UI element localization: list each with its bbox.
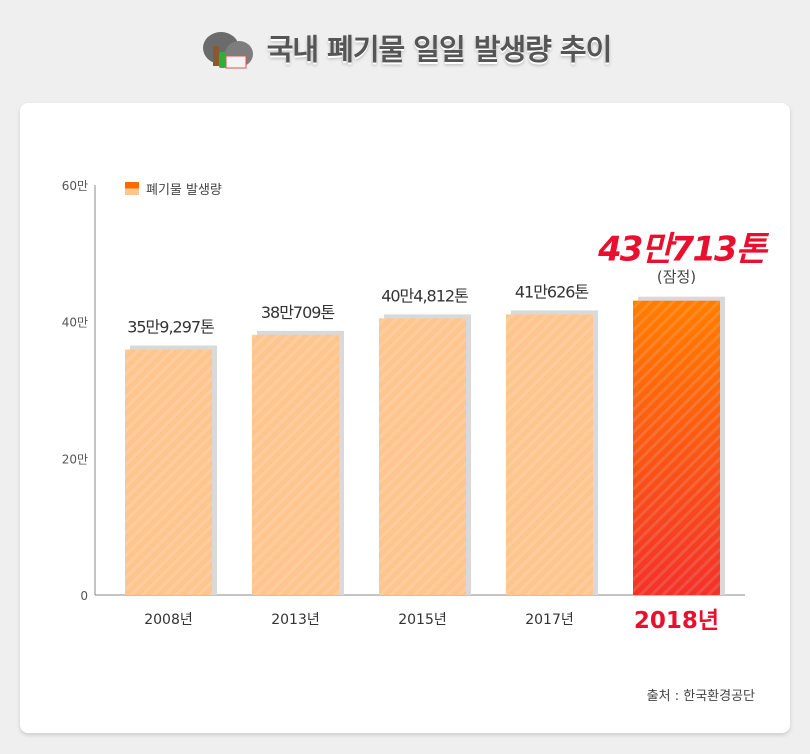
x-tick-label: 2018년 xyxy=(634,608,719,634)
bar-stripes xyxy=(379,318,466,595)
y-tick-label: 60만 xyxy=(62,179,88,193)
data-label: 35만9,297톤 xyxy=(127,317,214,336)
source-text: 출처 : 한국환경공단 xyxy=(646,689,755,704)
data-label: 40만4,812톤 xyxy=(381,286,468,305)
title-text: 국내 폐기물 일일 발생량 추이 xyxy=(266,32,613,67)
y-tick-label: 20만 xyxy=(62,452,88,466)
trash-bag-icon xyxy=(199,26,257,77)
x-tick-label: 2008년 xyxy=(144,612,193,628)
bar-stripes xyxy=(506,314,593,595)
x-tick-label: 2015년 xyxy=(398,612,447,628)
data-label: 38만709톤 xyxy=(261,303,335,322)
data-label: 43만713톤 xyxy=(597,230,770,270)
legend-label: 폐기물 발생량 xyxy=(146,183,222,198)
page-title: 국내 폐기물 일일 발생량 추이 xyxy=(0,26,810,77)
x-tick-label: 2013년 xyxy=(271,612,320,628)
legend-swatch xyxy=(125,182,139,195)
y-tick-label: 0 xyxy=(80,589,88,603)
bar-stripes xyxy=(125,349,212,595)
x-tick-label: 2017년 xyxy=(525,612,574,628)
legend: 폐기물 발생량 xyxy=(125,179,222,198)
y-tick-label: 40만 xyxy=(62,316,88,330)
bar-stripes xyxy=(633,300,720,595)
data-label: 41만626톤 xyxy=(515,282,589,301)
provisional-note: (잠정) xyxy=(656,268,697,286)
bar-stripes xyxy=(252,334,339,595)
